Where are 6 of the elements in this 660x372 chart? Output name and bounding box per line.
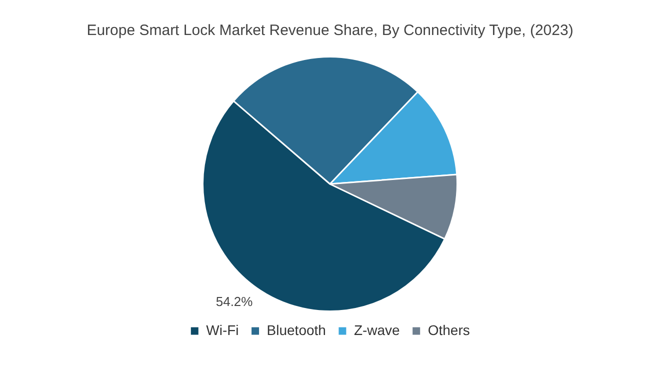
data-label: 54.2%	[216, 294, 254, 309]
chart-title: Europe Smart Lock Market Revenue Share, By Connectivity Type, (2023)	[86, 22, 574, 40]
legend-label: Wi-Fi	[206, 322, 239, 338]
legend-label: Z-wave	[354, 322, 400, 338]
legend-label: Others	[428, 322, 470, 338]
legend-label: Bluetooth	[266, 322, 326, 338]
